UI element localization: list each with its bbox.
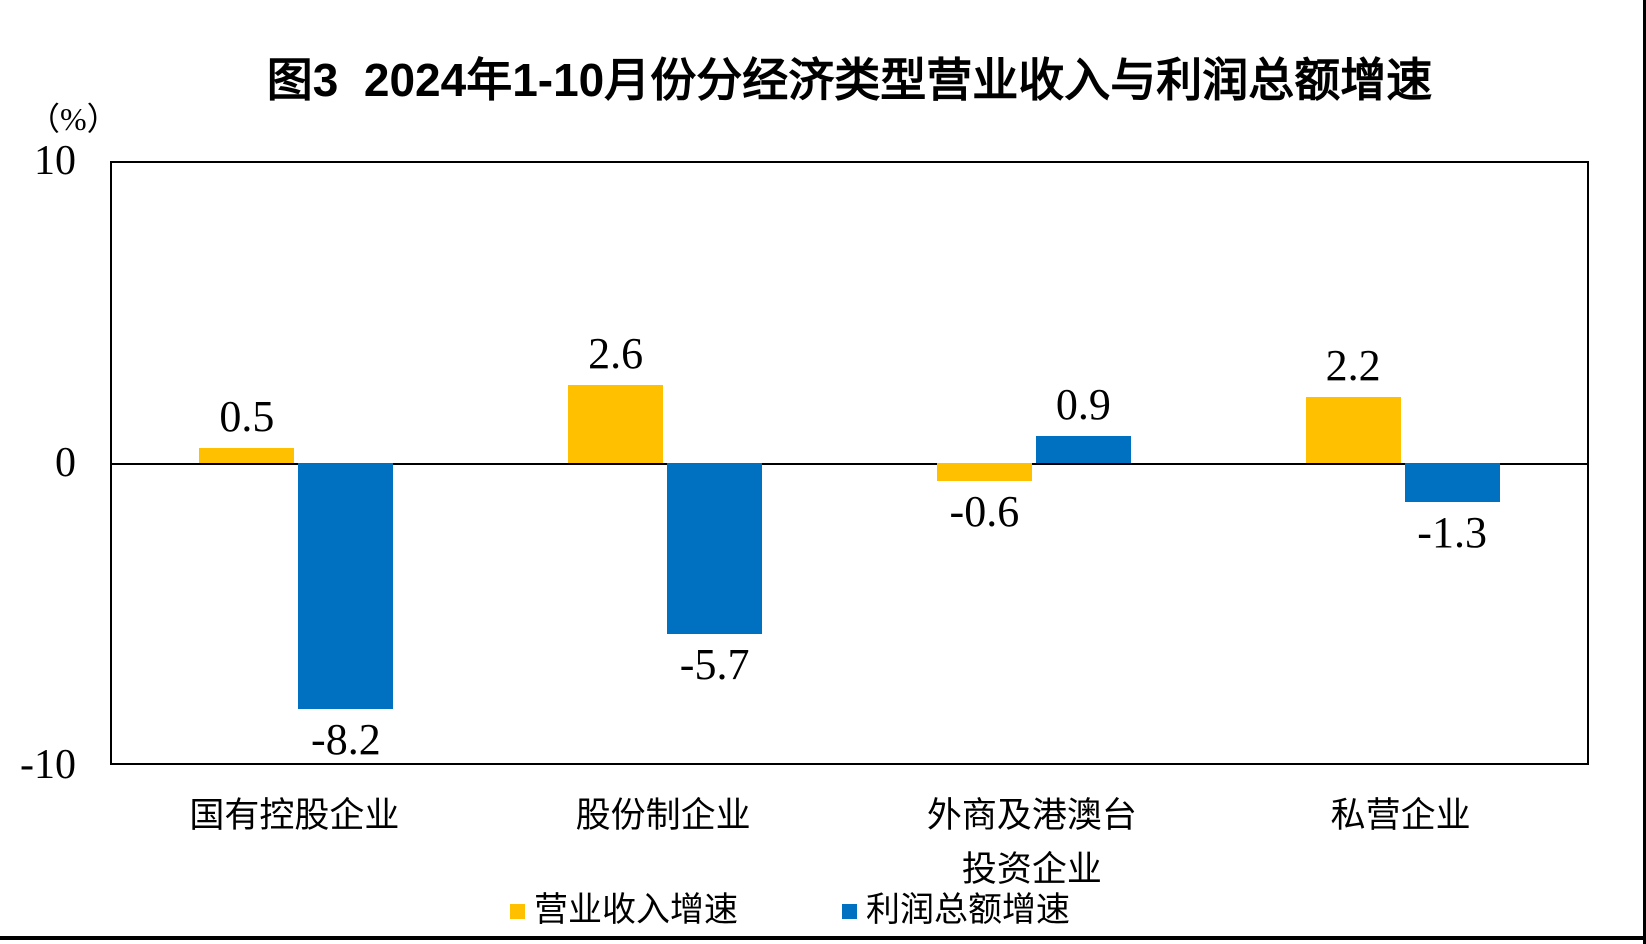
chart-title: 图3 2024年1-10月份分经济类型营业收入与利润总额增速 (266, 54, 1433, 106)
bar-value-label: 0.9 (1055, 380, 1111, 429)
bar-营业收入增速-股份制企业 (568, 385, 664, 463)
image-bottom-border (0, 936, 1646, 940)
legend-item-total-profit: 利润总额增速 (842, 891, 1070, 931)
legend-swatch-total-profit (842, 903, 857, 919)
image-right-border (1643, 0, 1646, 944)
bar-value-label: 2.2 (1325, 341, 1381, 390)
category-label: 外商及港澳台 投资企业 (926, 796, 1137, 889)
bar-利润总额增速-国有控股企业 (298, 463, 394, 709)
bar-营业收入增速-外商及港澳台投资企业 (936, 463, 1032, 481)
y-tick-label-0: 0 (55, 440, 76, 486)
zero-axis-line (112, 463, 1587, 465)
legend: 营业收入增速 利润总额增速 (510, 891, 1070, 931)
bar-利润总额增速-私营企业 (1404, 463, 1500, 502)
category-label: 私营企业 (1330, 796, 1471, 835)
bar-利润总额增速-股份制企业 (667, 463, 763, 634)
category-label: 国有控股企业 (189, 796, 400, 835)
y-axis-unit-label: （%） (28, 101, 119, 137)
bar-value-label: -5.7 (679, 640, 750, 689)
bar-利润总额增速-外商及港澳台投资企业 (1035, 436, 1131, 463)
bar-value-label: 0.5 (219, 392, 275, 441)
category-label: 股份制企业 (575, 796, 751, 835)
legend-label-total-profit: 利润总额增速 (866, 892, 1070, 929)
y-tick-label-neg10: -10 (20, 742, 76, 788)
category-axis-labels: 国有控股企业 股份制企业 外商及港澳台 投资企业 私营企业 (110, 789, 1589, 899)
bar-营业收入增速-国有控股企业 (199, 448, 295, 463)
y-tick-label-10: 10 (34, 138, 76, 184)
bar-value-label: -8.2 (311, 715, 381, 764)
bar-value-label: -1.3 (1417, 508, 1487, 557)
legend-swatch-operating-revenue (510, 903, 525, 919)
legend-item-operating-revenue: 营业收入增速 (510, 891, 738, 931)
bar-value-label: 2.6 (588, 329, 644, 378)
legend-label-operating-revenue: 营业收入增速 (534, 892, 738, 929)
plot-area: 0.5 -8.2 2.6 -5.7 -0.6 0.9 2.2 -1.3 (110, 161, 1589, 765)
bar-营业收入增速-私营企业 (1305, 397, 1401, 463)
bar-value-label: -0.6 (949, 487, 1020, 536)
